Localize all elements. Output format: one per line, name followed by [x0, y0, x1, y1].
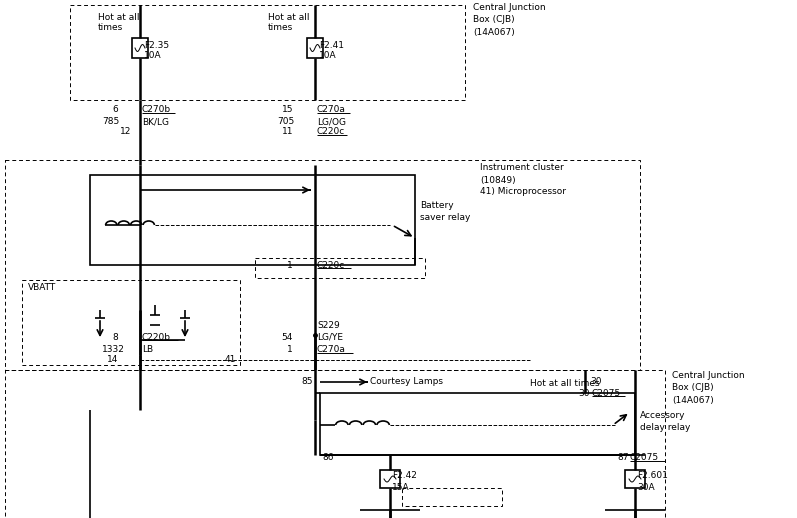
Text: LB: LB: [142, 346, 153, 354]
Bar: [307, 38, 323, 58]
Text: C220c: C220c: [317, 261, 345, 269]
Text: 14: 14: [107, 355, 118, 365]
Text: 30: 30: [590, 378, 602, 386]
Text: 10A: 10A: [144, 51, 162, 61]
Text: Accessory: Accessory: [640, 410, 685, 420]
Text: C2075: C2075: [630, 453, 659, 463]
Text: Hot at all: Hot at all: [98, 12, 139, 22]
Text: 15A: 15A: [392, 483, 410, 493]
Text: Battery: Battery: [420, 200, 453, 209]
Text: (10849): (10849): [480, 176, 516, 184]
Bar: [625, 470, 645, 488]
Text: C270a: C270a: [317, 106, 346, 114]
Bar: [90, 175, 415, 265]
Text: 15: 15: [281, 106, 293, 114]
Text: times: times: [98, 22, 124, 32]
Text: C270b: C270b: [142, 106, 171, 114]
Text: (14A067): (14A067): [672, 396, 714, 405]
Text: BK/LG: BK/LG: [142, 118, 169, 126]
Text: Hot at all: Hot at all: [268, 12, 309, 22]
Text: 86: 86: [322, 453, 333, 463]
Text: 8: 8: [112, 333, 118, 341]
Text: F2.601: F2.601: [637, 471, 668, 481]
Text: LG/YE: LG/YE: [317, 333, 343, 341]
Text: Box (CJB): Box (CJB): [473, 16, 515, 24]
Text: F2.35: F2.35: [144, 41, 169, 50]
Text: VBATT: VBATT: [28, 283, 57, 293]
Text: 87: 87: [617, 453, 629, 463]
Text: 1: 1: [287, 261, 293, 269]
Text: LG/OG: LG/OG: [317, 118, 346, 126]
Text: saver relay: saver relay: [420, 212, 470, 222]
Text: (14A067): (14A067): [473, 27, 515, 36]
Text: 10A: 10A: [319, 51, 336, 61]
Text: 54: 54: [281, 333, 293, 341]
Bar: [402, 488, 502, 506]
Text: 1332: 1332: [102, 346, 125, 354]
Text: Hot at all times: Hot at all times: [530, 379, 599, 387]
Text: 12: 12: [120, 127, 132, 137]
Text: C220b: C220b: [142, 333, 171, 341]
Text: 41: 41: [225, 355, 237, 365]
Text: 41) Microprocessor: 41) Microprocessor: [480, 188, 566, 196]
Text: C2075: C2075: [592, 388, 621, 397]
Text: times: times: [268, 22, 293, 32]
Text: S229: S229: [317, 321, 340, 329]
Bar: [380, 470, 400, 488]
Text: C220c: C220c: [317, 127, 345, 137]
Text: 1: 1: [287, 346, 293, 354]
Text: 785: 785: [102, 118, 120, 126]
Text: delay relay: delay relay: [640, 423, 690, 431]
Text: C270a: C270a: [317, 346, 346, 354]
Text: Box (CJB): Box (CJB): [672, 383, 713, 393]
Text: F2.42: F2.42: [392, 471, 417, 481]
Text: Instrument cluster: Instrument cluster: [480, 164, 563, 172]
Text: Central Junction: Central Junction: [672, 371, 744, 381]
Text: F2.41: F2.41: [319, 41, 344, 50]
Text: 6: 6: [112, 106, 118, 114]
Bar: [255, 258, 425, 278]
Bar: [22, 280, 240, 365]
Bar: [5, 370, 665, 518]
Text: 30: 30: [579, 388, 590, 397]
Bar: [132, 38, 148, 58]
Text: Courtesy Lamps: Courtesy Lamps: [370, 378, 443, 386]
Text: 11: 11: [281, 127, 293, 137]
Text: 85: 85: [301, 378, 312, 386]
Bar: [320, 393, 635, 455]
Text: 705: 705: [277, 118, 294, 126]
Bar: [70, 5, 465, 100]
Text: 30A: 30A: [637, 483, 654, 493]
Text: Central Junction: Central Junction: [473, 4, 546, 12]
Bar: [5, 160, 640, 370]
